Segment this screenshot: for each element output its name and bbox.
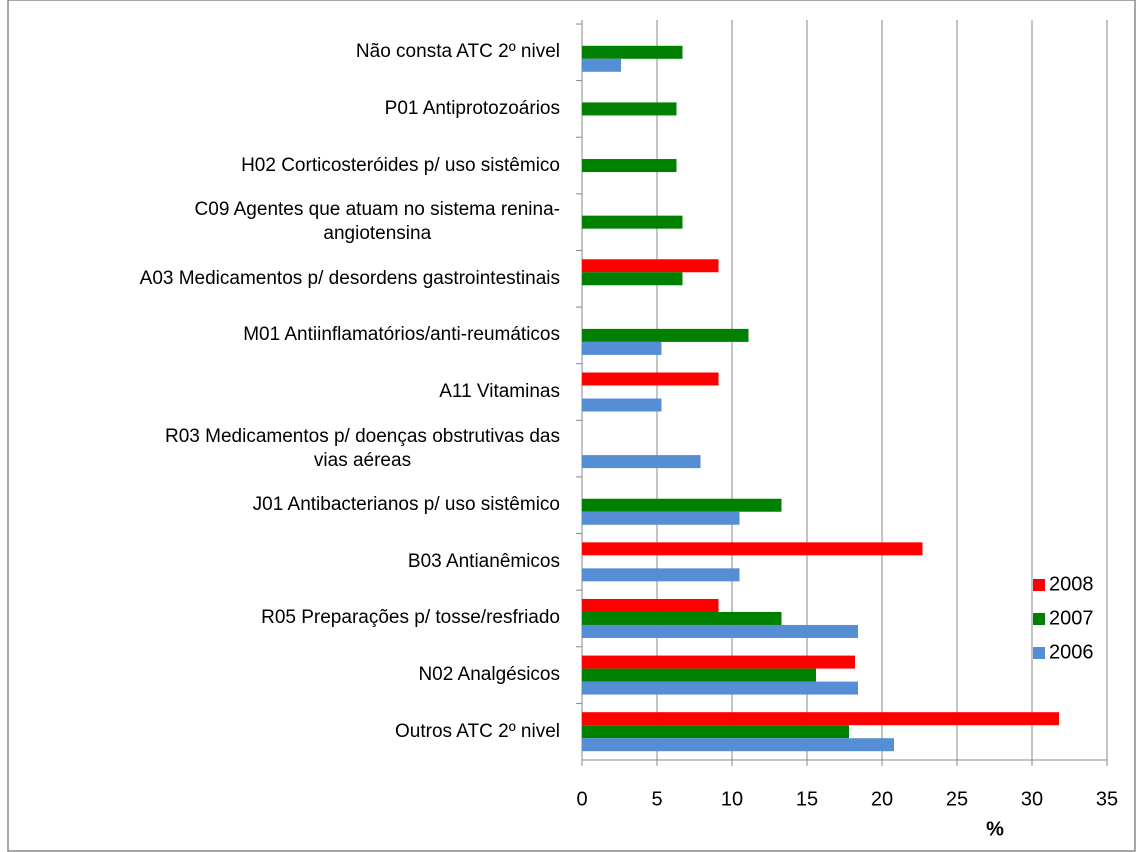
- y-tick-label: R03 Medicamentos p/ doenças obstrutivas …: [165, 425, 560, 471]
- y-tick-label: P01 Antiprotozoários: [384, 97, 560, 119]
- x-axis-label: %: [986, 818, 1004, 840]
- bar: [582, 598, 719, 612]
- bar: [582, 681, 858, 695]
- bar: [582, 568, 740, 582]
- bar: [582, 215, 683, 229]
- y-tick-label: Não consta ATC 2º nivel: [355, 41, 560, 63]
- bar: [582, 455, 701, 469]
- y-tick-label-box: A03 Medicamentos p/ desordens gastrointe…: [0, 267, 560, 291]
- bar: [582, 542, 923, 556]
- y-tick-label: R05 Preparações p/ tosse/resfriado: [261, 607, 560, 629]
- bar: [582, 259, 719, 273]
- bar: [582, 341, 662, 355]
- y-tick-label: J01 Antibacterianos p/ uso sistêmico: [252, 494, 560, 516]
- bar: [582, 668, 816, 682]
- y-tick-label-box: Outros ATC 2º nivel: [0, 720, 560, 744]
- x-tick-label: 25: [946, 788, 968, 810]
- y-tick-label-box: A11 Vitaminas: [0, 380, 560, 404]
- y-tick-label: A11 Vitaminas: [439, 381, 560, 402]
- y-tick-label: Outros ATC 2º nivel: [395, 720, 560, 742]
- y-tick-label: A03 Medicamentos p/ desordens gastrointe…: [139, 267, 560, 289]
- x-tick-label: 35: [1096, 788, 1118, 810]
- x-tick-label: 15: [796, 788, 818, 810]
- y-tick-label-box: P01 Antiprotozoários: [0, 97, 560, 121]
- y-tick-label-box: H02 Corticosteróides p/ uso sistêmico: [0, 154, 560, 178]
- y-tick-label-box: R05 Preparações p/ tosse/resfriado: [0, 606, 560, 630]
- y-tick-label: M01 Antiinflamatórios/anti-reumáticos: [243, 324, 560, 346]
- legend-label: 2007: [1049, 607, 1094, 629]
- bar: [582, 611, 782, 625]
- bar: [582, 398, 662, 412]
- y-tick-label-box: N02 Analgésicos: [0, 663, 560, 687]
- x-tick-label: 30: [1021, 788, 1043, 810]
- x-tick-label: 0: [576, 788, 587, 810]
- bar: [582, 511, 740, 525]
- bar: [582, 45, 683, 59]
- bar: [582, 159, 677, 173]
- y-tick-label-box: B03 Antianêmicos: [0, 550, 560, 574]
- legend-label: 2006: [1049, 641, 1094, 663]
- bar: [582, 725, 849, 739]
- bar: [582, 102, 677, 116]
- bar: [582, 328, 749, 342]
- legend-swatch: [1033, 647, 1045, 659]
- legend-swatch: [1033, 613, 1045, 625]
- y-tick-label-box: R03 Medicamentos p/ doenças obstrutivas …: [0, 425, 560, 473]
- y-tick-label-box: J01 Antibacterianos p/ uso sistêmico: [0, 493, 560, 517]
- x-tick-label: 10: [721, 788, 743, 810]
- frame: [7, 0, 1136, 852]
- legend-swatch: [1033, 579, 1045, 591]
- y-tick-label-box: M01 Antiinflamatórios/anti-reumáticos: [0, 323, 560, 347]
- bar: [582, 498, 782, 512]
- bar: [582, 272, 683, 286]
- bar: [582, 624, 858, 638]
- legend-label: 2008: [1049, 573, 1094, 595]
- bar: [582, 712, 1059, 726]
- x-tick-label: 5: [651, 788, 662, 810]
- y-tick-label-box: Não consta ATC 2º nivel: [0, 40, 560, 64]
- y-tick-label: N02 Analgésicos: [418, 664, 560, 686]
- y-tick-label: C09 Agentes que atuam no sistema renina-…: [194, 199, 560, 245]
- bar: [582, 58, 621, 72]
- x-tick-label: 20: [871, 788, 893, 810]
- y-tick-label-box: C09 Agentes que atuam no sistema renina-…: [0, 198, 560, 246]
- bar: [582, 738, 894, 752]
- bar: [582, 372, 719, 386]
- bar: [582, 655, 855, 669]
- y-tick-label: H02 Corticosteróides p/ uso sistêmico: [241, 154, 560, 176]
- y-tick-label: B03 Antianêmicos: [407, 550, 560, 572]
